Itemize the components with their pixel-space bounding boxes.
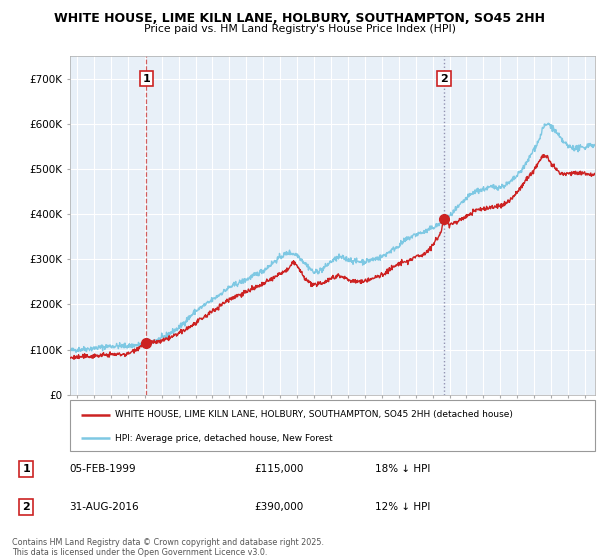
Text: 05-FEB-1999: 05-FEB-1999 (70, 464, 136, 474)
Text: HPI: Average price, detached house, New Forest: HPI: Average price, detached house, New … (115, 433, 332, 443)
Text: £115,000: £115,000 (254, 464, 303, 474)
Text: £390,000: £390,000 (254, 502, 303, 512)
Text: 2: 2 (23, 502, 30, 512)
Text: 1: 1 (142, 73, 150, 83)
Text: 31-AUG-2016: 31-AUG-2016 (70, 502, 139, 512)
Text: WHITE HOUSE, LIME KILN LANE, HOLBURY, SOUTHAMPTON, SO45 2HH: WHITE HOUSE, LIME KILN LANE, HOLBURY, SO… (55, 12, 545, 25)
Text: 1: 1 (23, 464, 30, 474)
Text: 2: 2 (440, 73, 448, 83)
Text: Price paid vs. HM Land Registry's House Price Index (HPI): Price paid vs. HM Land Registry's House … (144, 24, 456, 34)
Text: 18% ↓ HPI: 18% ↓ HPI (375, 464, 430, 474)
Text: 12% ↓ HPI: 12% ↓ HPI (375, 502, 430, 512)
FancyBboxPatch shape (70, 400, 595, 451)
Text: Contains HM Land Registry data © Crown copyright and database right 2025.
This d: Contains HM Land Registry data © Crown c… (12, 538, 324, 557)
Text: WHITE HOUSE, LIME KILN LANE, HOLBURY, SOUTHAMPTON, SO45 2HH (detached house): WHITE HOUSE, LIME KILN LANE, HOLBURY, SO… (115, 410, 513, 419)
